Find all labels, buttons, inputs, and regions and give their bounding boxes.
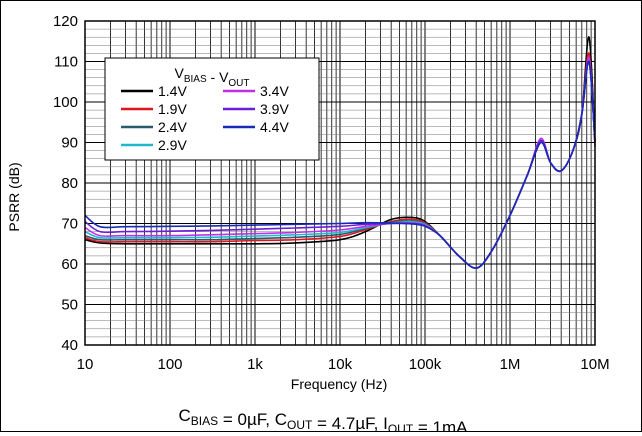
- legend-label: 1.9V: [158, 101, 187, 117]
- y-tick-label: 70: [61, 216, 78, 233]
- legend-label: 3.4V: [260, 83, 289, 99]
- plot-border: [84, 20, 596, 346]
- legend-title: VBIAS - VOUT: [174, 65, 249, 89]
- x-tick-label: 10k: [328, 356, 353, 373]
- x-tick-label: 1M: [500, 356, 521, 373]
- tick-labels: 10 100 1k 10k 100k 1M 10M 40 50 60 70 80 90 100 110 120: [53, 13, 610, 373]
- y-tick-label: 100: [53, 94, 78, 111]
- y-tick-label: 90: [61, 135, 78, 152]
- legend-items: 1.4V 1.9V 2.4V 2.9V 3.4V 3.9V 4.4V: [121, 83, 289, 153]
- series-lines: [84, 36, 596, 269]
- legend-label: 1.4V: [158, 83, 187, 99]
- x-tick-label: 1k: [247, 356, 263, 373]
- x-tick-label: 100: [157, 356, 182, 373]
- y-tick-label: 50: [61, 297, 78, 314]
- legend-label: 3.9V: [260, 101, 289, 117]
- test-conditions-caption: CBIAS = 0µF, COUT = 4.7µF, IOUT = 1mA: [178, 406, 468, 431]
- y-tick-label: 80: [61, 175, 78, 192]
- legend-label: 4.4V: [260, 119, 289, 135]
- y-tick-label: 60: [61, 256, 78, 273]
- legend-label: 2.9V: [158, 137, 187, 153]
- x-tick-label: 100k: [409, 356, 442, 373]
- series-line-4-4v: [84, 60, 596, 269]
- y-tick-label: 40: [61, 337, 78, 354]
- legend-label: 2.4V: [158, 119, 187, 135]
- x-tick-label: 10M: [580, 356, 609, 373]
- y-tick-label: 120: [53, 13, 78, 30]
- x-tick-label: 10: [77, 356, 94, 373]
- y-axis-label: PSRR (dB): [6, 162, 22, 231]
- legend: VBIAS - VOUT 1.4V 1.9V 2.4V 2.9V 3.4V 3.9V 4.4…: [104, 57, 320, 161]
- x-axis-label: Frequency (Hz): [291, 376, 387, 392]
- y-tick-label: 110: [54, 54, 78, 71]
